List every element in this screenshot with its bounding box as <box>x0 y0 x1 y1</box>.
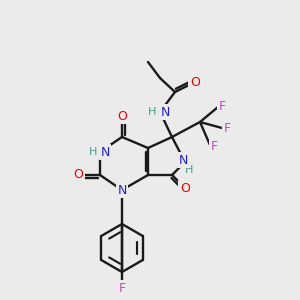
Text: H: H <box>89 147 97 157</box>
Text: F: F <box>224 122 231 134</box>
Text: N: N <box>100 146 110 158</box>
Text: O: O <box>117 110 127 122</box>
Text: N: N <box>178 154 188 166</box>
Text: F: F <box>218 100 226 113</box>
Text: O: O <box>73 169 83 182</box>
Text: O: O <box>190 76 200 88</box>
Text: O: O <box>180 182 190 194</box>
Text: F: F <box>210 140 218 154</box>
Text: H: H <box>148 107 156 117</box>
Text: N: N <box>160 106 170 118</box>
Text: N: N <box>117 184 127 196</box>
Text: F: F <box>118 281 126 295</box>
Text: H: H <box>185 165 193 175</box>
